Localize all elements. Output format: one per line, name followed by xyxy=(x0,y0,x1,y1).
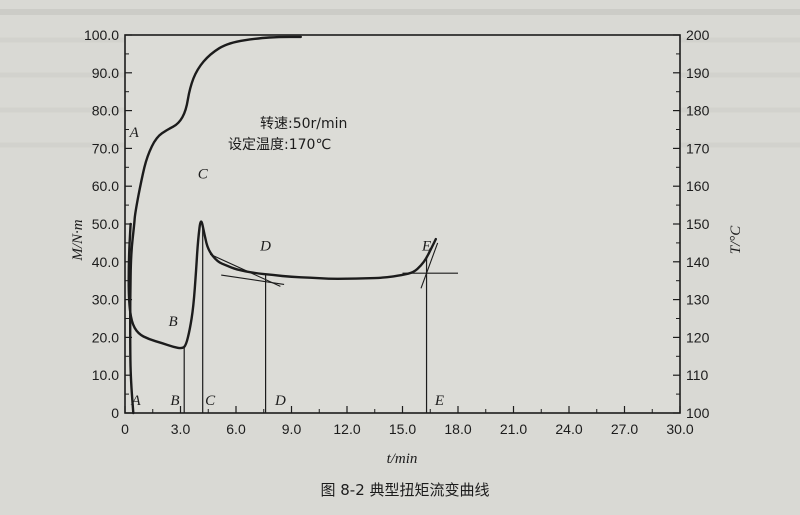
y-right-tick-label: 150 xyxy=(686,216,710,232)
x-tick-label: 27.0 xyxy=(611,421,638,437)
curve-point-label-a: A xyxy=(129,125,140,141)
curve-point-label-e: E xyxy=(421,238,431,254)
annotation-temperature: 设定温度:170℃ xyxy=(228,137,331,153)
y-left-tick-label: 70.0 xyxy=(92,140,119,156)
annotation-speed: 转速:50r/min xyxy=(260,116,347,132)
y-left-tick-label: 50.0 xyxy=(92,216,119,232)
x-axis-label: t/min xyxy=(387,451,418,467)
region-label-c: C xyxy=(205,393,216,409)
y-right-tick-label: 180 xyxy=(686,103,710,119)
y-left-tick-label: 40.0 xyxy=(92,254,119,270)
x-tick-label: 18.0 xyxy=(444,421,471,437)
series-layer xyxy=(127,35,437,415)
series-line-temperature xyxy=(127,220,437,350)
y-right-tick-label: 130 xyxy=(686,292,710,308)
y-right-tick-label: 140 xyxy=(686,254,710,270)
right-axis: 100 110 120 130 140 150 160 170 180 190 200 xyxy=(673,27,710,421)
region-label-a: A xyxy=(131,393,142,409)
y-right-tick-label: 190 xyxy=(686,65,710,81)
region-label-b: B xyxy=(170,393,179,409)
y-left-tick-label: 0 xyxy=(111,405,119,421)
point-labels: A B C D E xyxy=(129,125,431,330)
plot-frame xyxy=(124,34,681,414)
y-right-tick-label: 160 xyxy=(686,178,710,194)
region-label-e: E xyxy=(434,393,444,409)
x-tick-label: 3.0 xyxy=(171,421,191,437)
region-label-d: D xyxy=(274,393,286,409)
y-left-axis-label: M/N·m xyxy=(70,219,86,261)
x-tick-label: 9.0 xyxy=(282,421,302,437)
tangent-lines xyxy=(209,242,458,289)
figure-caption: 图 8-2 典型扭矩流变曲线 xyxy=(320,481,489,499)
y-right-tick-label: 120 xyxy=(686,329,710,345)
curve-point-label-d: D xyxy=(259,238,271,254)
y-left-tick-label: 20.0 xyxy=(92,329,119,345)
y-left-tick-label: 100.0 xyxy=(84,27,119,43)
y-right-tick-label: 100 xyxy=(686,405,710,421)
y-left-tick-label: 80.0 xyxy=(92,103,119,119)
region-labels: A B C D E xyxy=(131,393,445,409)
y-left-tick-label: 30.0 xyxy=(92,292,119,308)
y-left-tick-label: 60.0 xyxy=(92,178,119,194)
x-axis: 0 3.0 6.0 9.0 12.0 15.0 18.0 21.0 24.0 27.0 30.0 xyxy=(121,406,694,437)
y-right-tick-label: 200 xyxy=(686,27,710,43)
x-tick-label: 0 xyxy=(121,421,129,437)
x-tick-label: 12.0 xyxy=(333,421,360,437)
y-right-axis-label: T/°C xyxy=(728,225,744,255)
vertical-marker-lines xyxy=(183,225,428,413)
curve-point-label-c: C xyxy=(198,167,209,183)
y-right-tick-label: 110 xyxy=(686,367,709,383)
x-tick-label: 21.0 xyxy=(500,421,527,437)
x-tick-label: 24.0 xyxy=(555,421,582,437)
tangent-line xyxy=(209,253,281,287)
x-tick-label: 6.0 xyxy=(226,421,246,437)
tangent-line xyxy=(420,242,439,289)
y-left-tick-label: 10.0 xyxy=(92,367,119,383)
y-right-tick-label: 170 xyxy=(686,140,710,156)
left-axis: 0 10.0 20.0 30.0 40.0 50.0 60.0 70.0 80.0 90.0 100… xyxy=(84,27,132,421)
x-tick-label: 30.0 xyxy=(666,421,693,437)
curve-point-label-b: B xyxy=(169,314,178,330)
y-left-tick-label: 90.0 xyxy=(92,65,119,81)
x-tick-label: 15.0 xyxy=(389,421,416,437)
